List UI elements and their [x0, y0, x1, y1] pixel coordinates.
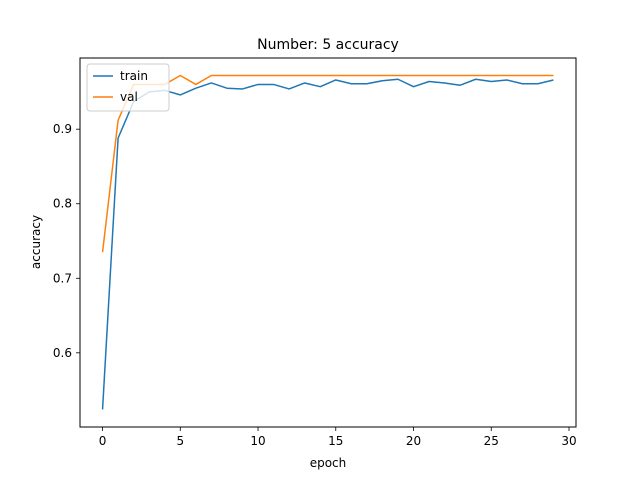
- x-tick-label: 30: [561, 434, 576, 448]
- plot-area: [103, 76, 554, 410]
- x-axis-ticks: 0 5 10 15 20 25 30: [99, 427, 577, 448]
- chart-title: Number: 5 accuracy: [257, 37, 399, 53]
- y-axis-ticks: 0.6 0.7 0.8 0.9: [53, 122, 80, 360]
- axes-frame: [80, 58, 576, 427]
- y-tick-label: 0.8: [53, 197, 72, 211]
- x-tick-label: 10: [250, 434, 265, 448]
- x-tick-label: 20: [406, 434, 421, 448]
- x-tick-label: 0: [99, 434, 107, 448]
- legend: train val: [87, 64, 169, 111]
- series-line-train: [103, 79, 554, 409]
- legend-label-train: train: [120, 69, 148, 83]
- x-tick-label: 25: [484, 434, 499, 448]
- series-line-val: [103, 76, 554, 253]
- legend-label-val: val: [120, 90, 138, 104]
- y-tick-label: 0.6: [53, 346, 72, 360]
- x-tick-label: 5: [176, 434, 184, 448]
- x-tick-label: 15: [328, 434, 343, 448]
- y-tick-label: 0.7: [53, 271, 72, 285]
- y-tick-label: 0.9: [53, 122, 72, 136]
- y-axis-title: accuracy: [29, 215, 43, 269]
- x-axis-title: epoch: [310, 456, 347, 470]
